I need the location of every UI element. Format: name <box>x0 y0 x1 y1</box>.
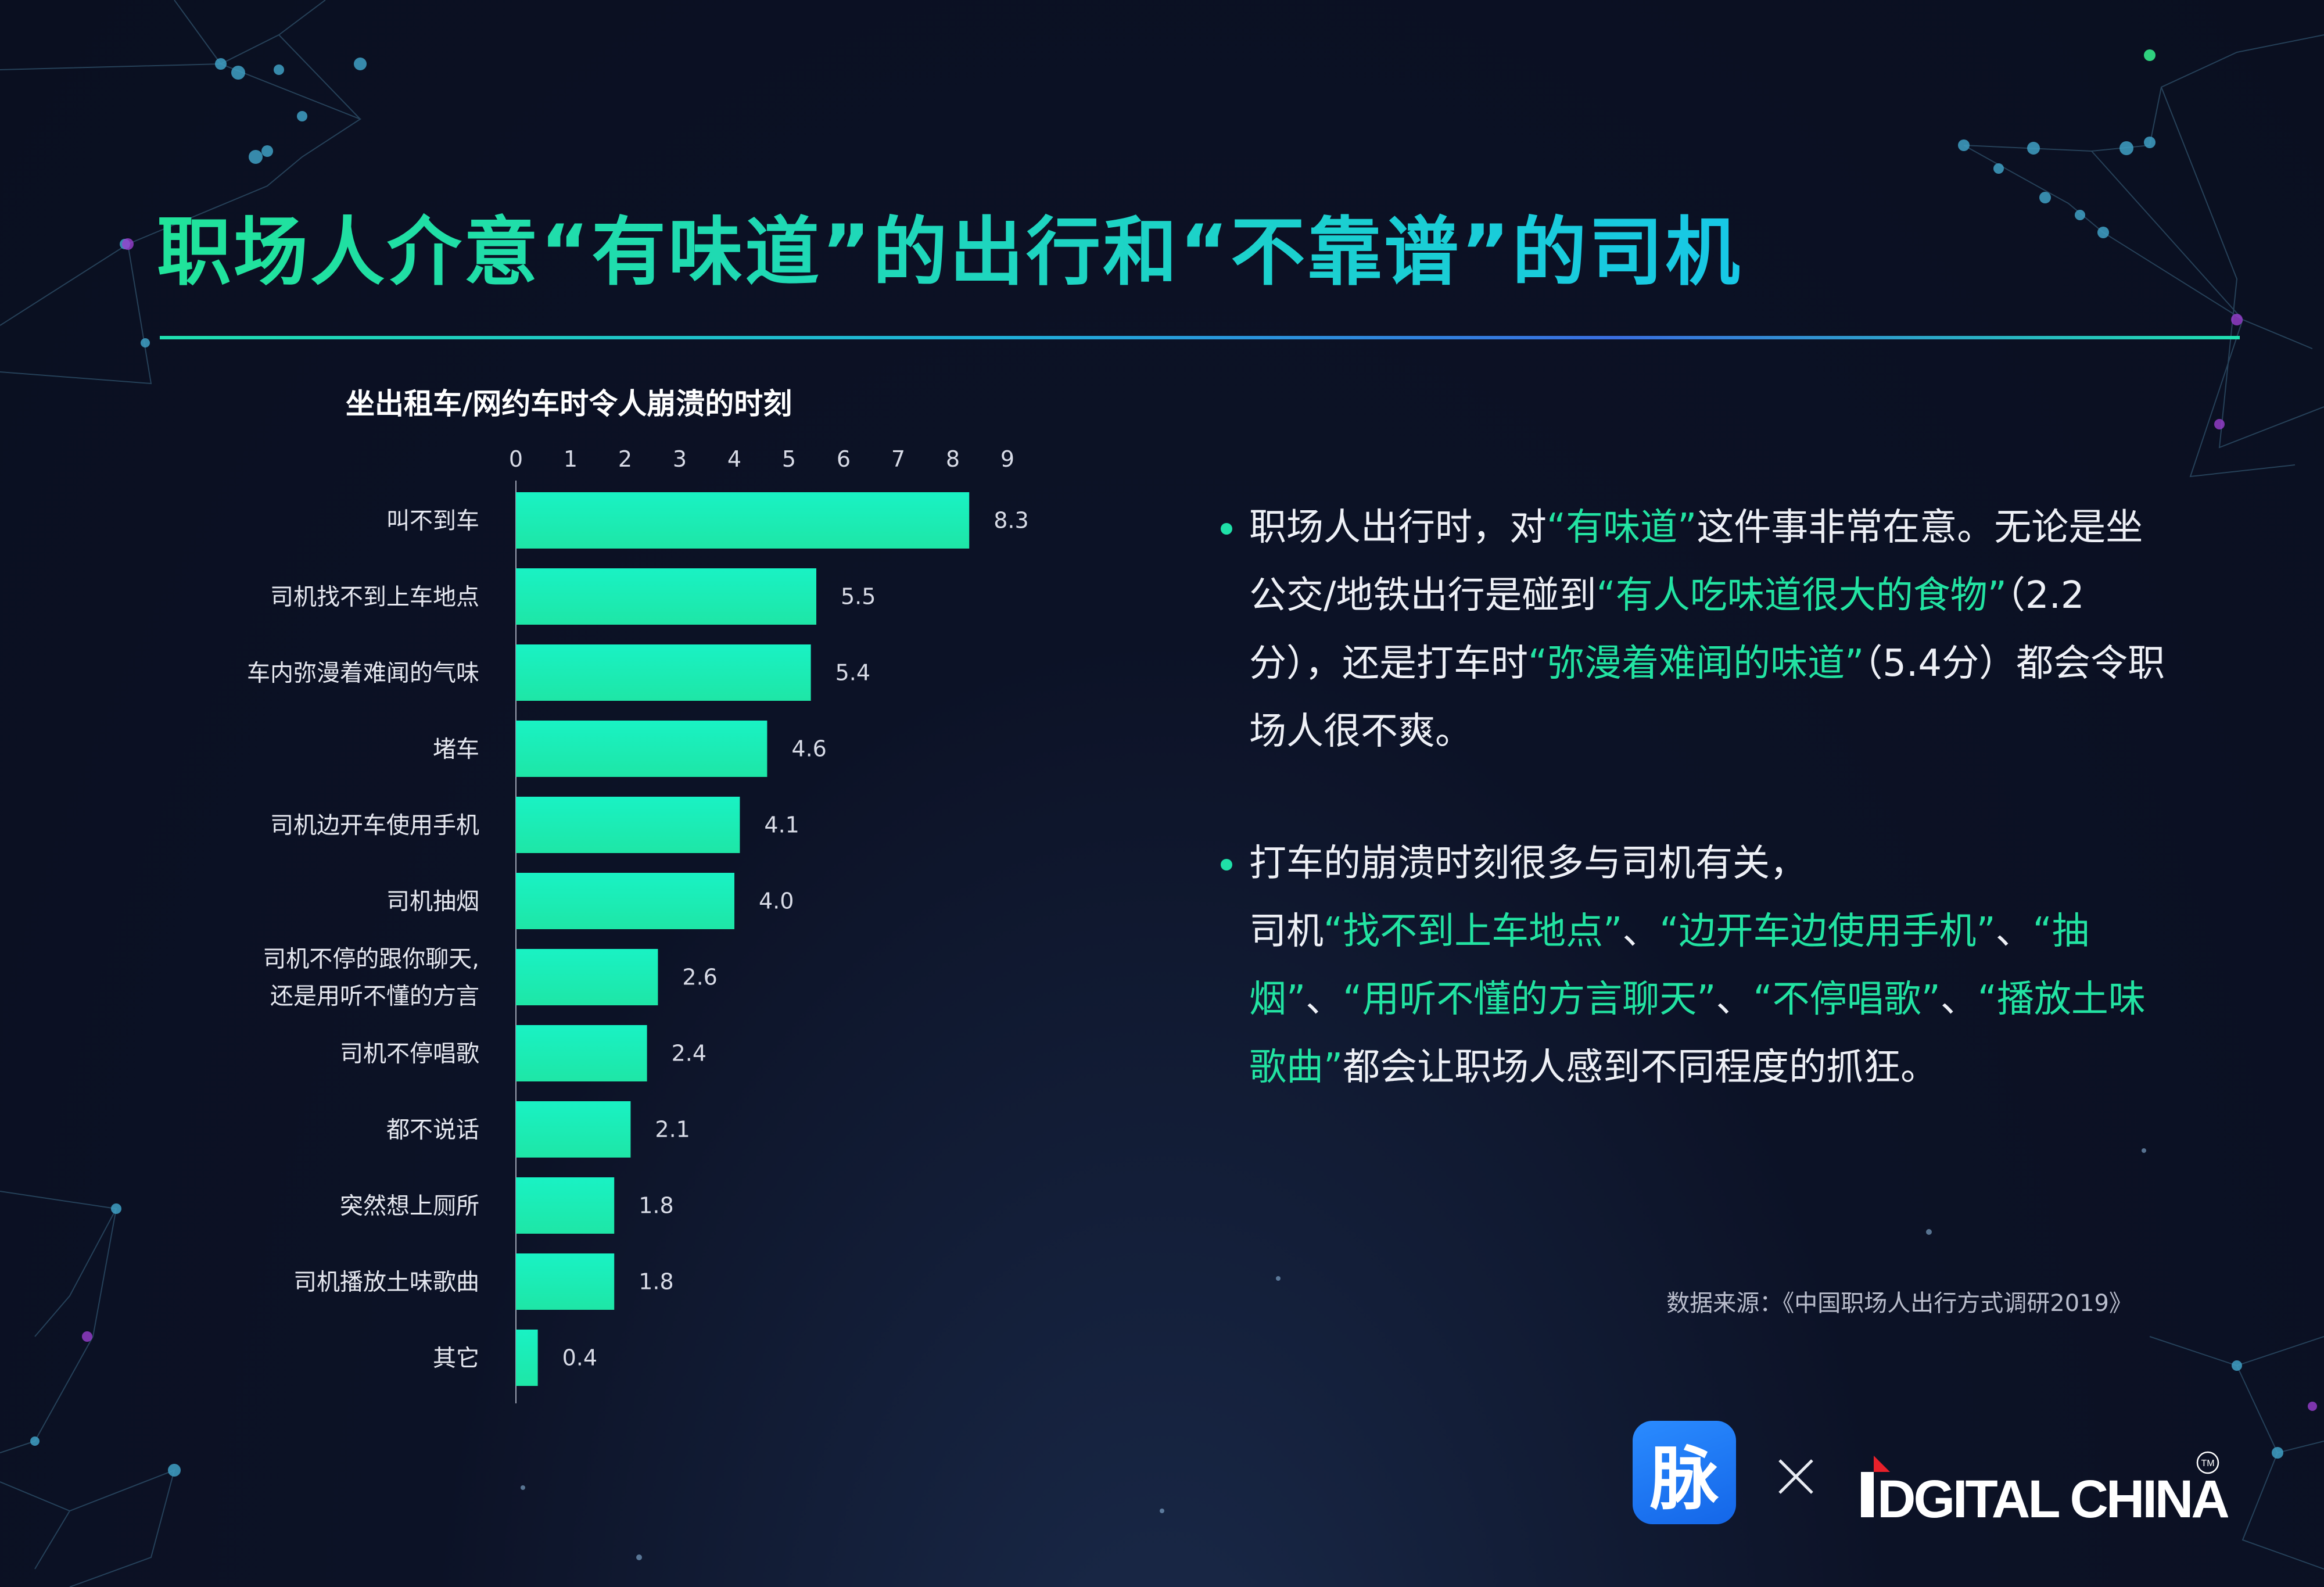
bar <box>516 1025 647 1081</box>
x-tick-label: 0 <box>509 446 523 472</box>
x-tick-label: 9 <box>1000 446 1014 472</box>
x-tick-label: 1 <box>564 446 578 472</box>
chart-title: 坐出租车/网约车时令人崩溃的时刻 <box>346 387 792 421</box>
bullet-text: 打车的崩溃时刻很多与司机有关， 司机“找不到上车地点”、“边开车边使用手机”、“抽… <box>1249 842 2146 1089</box>
bar <box>516 568 816 625</box>
page-title: 职场人介意“有味道”的出行和“不靠谱”的司机 <box>157 192 1742 299</box>
bullet-segment: 职场人出行时，对 <box>1249 506 1547 549</box>
bar <box>516 1177 615 1234</box>
highlight-phrase: “不停唱歌” <box>1753 978 1941 1021</box>
highlight-phrase: “找不到上车地点” <box>1324 910 1623 953</box>
bullet-segment: 、 <box>1306 978 1343 1021</box>
category-label: 司机播放土味歌曲 <box>293 1269 479 1296</box>
bar <box>516 797 740 853</box>
bullet-segment: 、 <box>1995 910 2033 953</box>
bar <box>516 492 970 549</box>
x-tick-label: 7 <box>891 446 905 472</box>
category-label: 司机抽烟 <box>386 889 479 915</box>
category-label: 堵车 <box>433 736 479 763</box>
bullet-segment: 、 <box>1940 978 1978 1021</box>
x-tick-label: 3 <box>673 446 687 472</box>
digital-china-logo: DGITAL CHINA TM <box>1861 1451 2228 1525</box>
highlight-phrase: “播放土味歌曲” <box>1249 978 2146 1089</box>
bullet-text: 职场人出行时，对“有味道”这件事非常在意。无论是坐公交/地铁出行是碰到“有人吃味… <box>1249 506 2165 753</box>
bar-value-label: 4.6 <box>791 736 826 762</box>
x-tick-label: 6 <box>837 446 851 472</box>
bar-value-label: 4.1 <box>764 812 799 838</box>
bar-value-label: 5.5 <box>841 584 876 610</box>
bullet-segment: 司机 <box>1249 910 1324 953</box>
bullet-dot <box>1221 523 1232 535</box>
bar <box>516 1101 631 1158</box>
category-label: 司机不停的跟你聊天, <box>263 946 479 973</box>
highlight-phrase: “有味道” <box>1547 506 1697 549</box>
bullet-segment: 、 <box>1622 910 1660 953</box>
bar-value-label: 1.8 <box>639 1269 673 1295</box>
bar <box>516 1253 615 1310</box>
category-label: 还是用听不懂的方言 <box>270 983 479 1010</box>
bullet-segment: （5.4分）都会令职场人很不爽。 <box>1249 642 2165 753</box>
bullet-segment: 这件事非常在意。无论是坐公交/地铁出行是碰到 <box>1249 506 2143 617</box>
category-label: 都不说话 <box>386 1117 479 1144</box>
category-label: 突然想上厕所 <box>340 1193 479 1220</box>
bar <box>516 644 811 701</box>
x-tick-label: 8 <box>946 446 960 472</box>
highlight-phrase: “抽烟” <box>1249 910 2089 1021</box>
bar-value-label: 2.1 <box>655 1117 690 1142</box>
highlight-phrase: “有人吃味道很大的食物” <box>1596 574 2007 617</box>
category-label: 司机找不到上车地点 <box>270 584 479 611</box>
category-label: 叫不到车 <box>386 508 479 535</box>
bullet-segment: 、 <box>1716 978 1753 1021</box>
bullet-list: 职场人出行时，对“有味道”这件事非常在意。无论是坐公交/地铁出行是碰到“有人吃味… <box>1217 494 2170 1166</box>
bullet-dot <box>1221 859 1232 870</box>
bar-value-label: 8.3 <box>994 508 1028 533</box>
bar-value-label: 0.4 <box>562 1345 597 1371</box>
bullet-item: 职场人出行时，对“有味道”这件事非常在意。无论是坐公交/地铁出行是碰到“有人吃味… <box>1217 494 2170 766</box>
highlight-phrase: “边开车边使用手机” <box>1659 910 1996 953</box>
highlight-phrase: “用听不懂的方言聊天” <box>1343 978 1716 1021</box>
data-source: 数据来源：《中国职场人出行方式调研2019》 <box>1666 1290 2132 1317</box>
bar <box>516 873 734 929</box>
highlight-phrase: “弥漫着难闻的味道” <box>1528 642 1864 685</box>
trademark-mark: TM <box>2201 1459 2214 1468</box>
x-tick-label: 4 <box>727 446 741 472</box>
title-divider <box>160 336 2240 339</box>
bar <box>516 721 768 777</box>
category-label: 司机边开车使用手机 <box>270 812 479 839</box>
times-icon <box>1778 1459 1813 1494</box>
digital-china-wordmark: DGITAL CHINA <box>1877 1470 2228 1525</box>
digital-china-logo-mark <box>1874 1456 1890 1472</box>
bullet-segment: 都会让职场人感到不同程度的抓狂。 <box>1343 1046 1938 1089</box>
bullet-item: 打车的崩溃时刻很多与司机有关， 司机“找不到上车地点”、“边开车边使用手机”、“抽… <box>1217 830 2170 1102</box>
bar <box>516 949 658 1005</box>
bar-value-label: 5.4 <box>835 660 870 686</box>
digital-china-logo-i <box>1861 1472 1874 1517</box>
bar-value-label: 2.4 <box>672 1041 706 1066</box>
bar-value-label: 2.6 <box>682 965 717 990</box>
x-tick-label: 5 <box>782 446 796 472</box>
bullet-segment: （2.2分），还是打车时 <box>1249 574 2085 685</box>
category-label: 司机不停唱歌 <box>340 1041 479 1067</box>
category-label: 车内弥漫着难闻的气味 <box>247 660 479 687</box>
bar <box>516 1330 538 1386</box>
bar-value-label: 1.8 <box>639 1193 673 1219</box>
bar-value-label: 4.0 <box>759 889 794 914</box>
x-tick-label: 2 <box>618 446 632 472</box>
bullet-segment: 打车的崩溃时刻很多与司机有关， <box>1249 842 1807 885</box>
category-label: 其它 <box>433 1345 479 1372</box>
maimai-logo: 脉 <box>1633 1421 1736 1524</box>
